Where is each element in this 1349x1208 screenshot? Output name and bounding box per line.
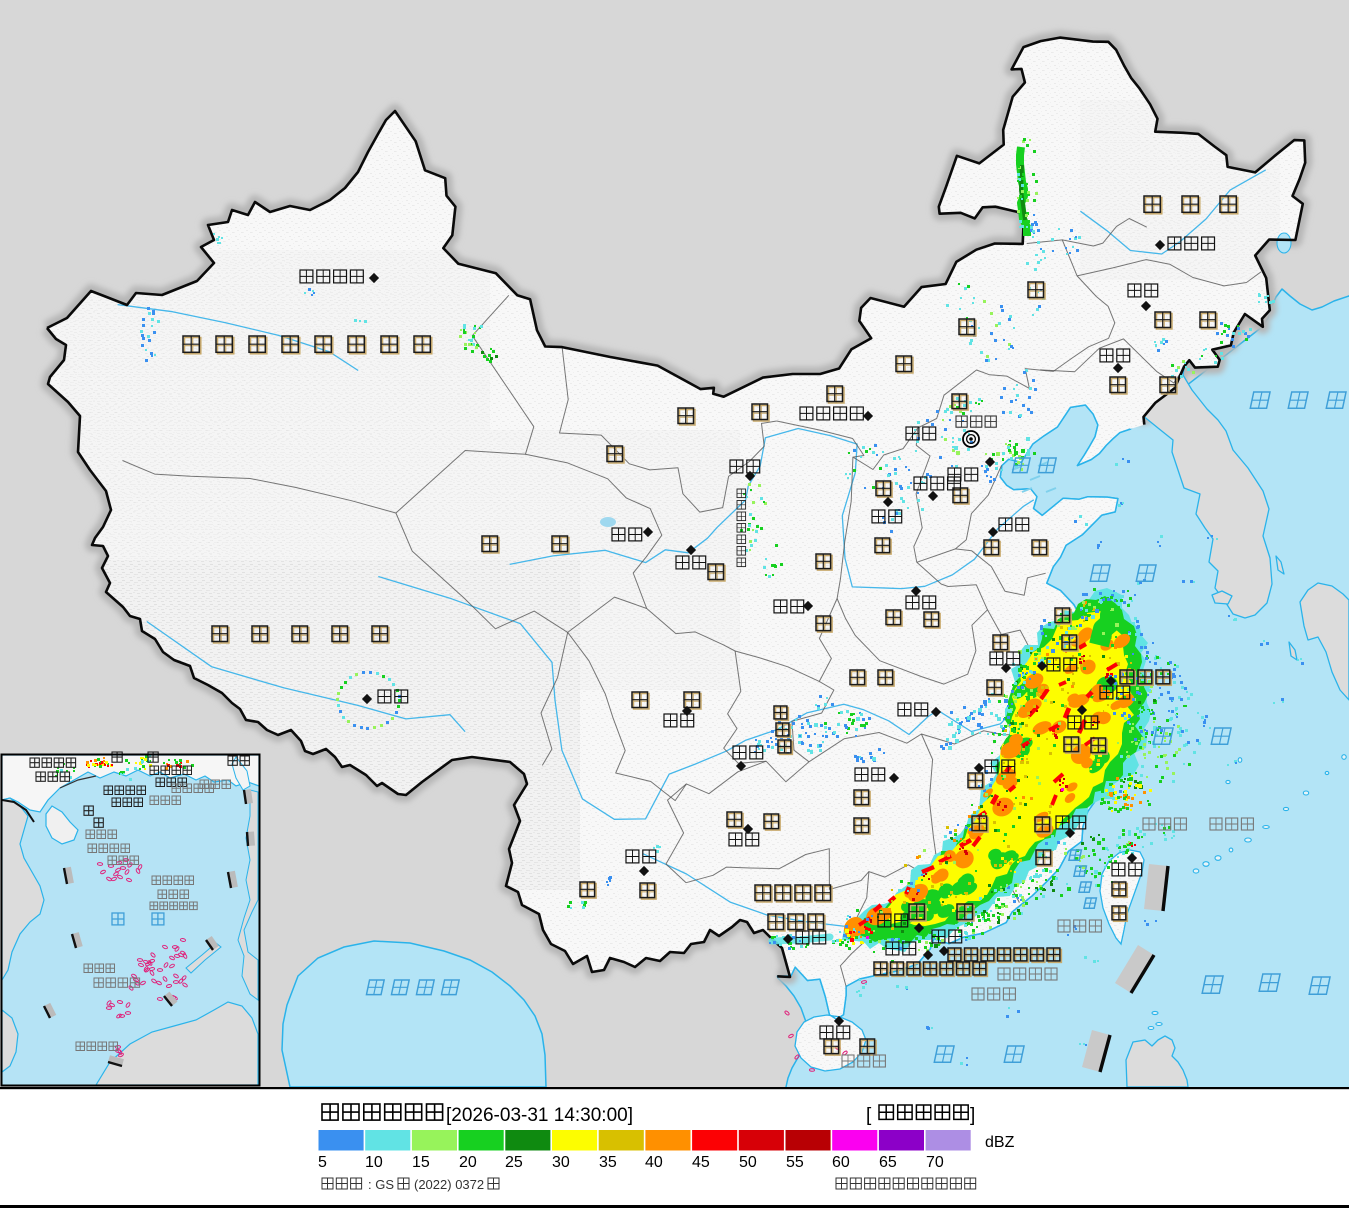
svg-text:[2026-03-31 14:30:00]: [2026-03-31 14:30:00] — [446, 1105, 633, 1126]
svg-text:(2022) 0372: (2022) 0372 — [414, 1177, 484, 1192]
svg-text:: GS: : GS — [368, 1177, 394, 1192]
svg-text:50: 50 — [739, 1154, 757, 1171]
svg-text:40: 40 — [645, 1154, 663, 1171]
svg-text:30: 30 — [552, 1154, 570, 1171]
svg-text:35: 35 — [599, 1154, 617, 1171]
svg-text:15: 15 — [412, 1154, 430, 1171]
svg-text:5: 5 — [318, 1154, 327, 1171]
svg-text:[: [ — [866, 1105, 872, 1126]
svg-text:20: 20 — [459, 1154, 477, 1171]
svg-text:]: ] — [970, 1105, 975, 1126]
svg-text:55: 55 — [786, 1154, 804, 1171]
svg-text:25: 25 — [505, 1154, 523, 1171]
svg-text:dBZ: dBZ — [985, 1134, 1015, 1151]
svg-text:70: 70 — [926, 1154, 944, 1171]
svg-text:45: 45 — [692, 1154, 710, 1171]
svg-text:60: 60 — [832, 1154, 850, 1171]
svg-text:10: 10 — [365, 1154, 383, 1171]
svg-text:65: 65 — [879, 1154, 897, 1171]
